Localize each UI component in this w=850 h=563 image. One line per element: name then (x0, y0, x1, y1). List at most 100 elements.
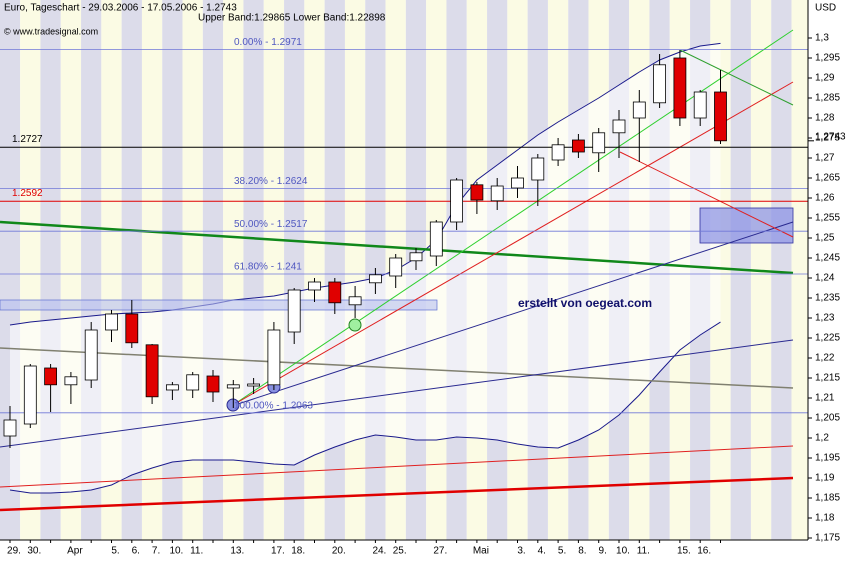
candle-body (612, 119, 626, 134)
last-price-label: 1,2743 (815, 131, 846, 142)
fib-label: 0.00% - 1.2971 (234, 37, 302, 48)
candle-body (592, 132, 606, 154)
candle-body (328, 281, 342, 304)
candle-body (368, 274, 382, 284)
trendline (679, 49, 794, 106)
fib-label: 61.80% - 1.241 (234, 262, 302, 273)
y-tick-label: 1,215 (815, 373, 840, 384)
candle-body (226, 384, 240, 389)
x-tick-label: 15. (677, 546, 691, 557)
trendline (0, 445, 794, 488)
candle-body (23, 365, 37, 425)
x-tick-label: 24. (372, 546, 386, 557)
candle-body (308, 281, 321, 291)
marker (348, 318, 362, 332)
y-tick-label: 1,2 (815, 433, 829, 444)
candle-body (511, 177, 524, 189)
x-tick-label: 3. (517, 546, 525, 557)
candle-body (450, 179, 464, 223)
candle-body (44, 367, 57, 386)
y-tick-label: 1,24 (815, 273, 835, 284)
y-tick-label: 1,225 (815, 333, 840, 344)
levels: 0.00% - 1.2971 38.20% - 1.2624 50.00% - 1.… (0, 37, 808, 414)
y-tick-label: 1,285 (815, 93, 840, 104)
y-tick-label: 1,235 (815, 293, 840, 304)
x-tick-label: 5. (111, 546, 119, 557)
trendline (0, 347, 794, 389)
y-tick-label: 1,23 (815, 313, 835, 324)
x-tick-label: 25. (393, 546, 407, 557)
x-tick-label: 16. (697, 546, 711, 557)
y-tick-label: 1,265 (815, 173, 840, 184)
x-tick-label: 10. (616, 546, 630, 557)
candle-body (84, 329, 98, 381)
candle-body (470, 184, 484, 201)
candle-body (247, 383, 261, 387)
candle-body (490, 185, 504, 202)
candle-body (165, 384, 179, 391)
candle-body (267, 329, 281, 386)
candle-body (389, 257, 403, 277)
x-tick-label: 17. (271, 546, 285, 557)
y-tick-label: 1,175 (815, 533, 840, 544)
y-axis-label: USD (815, 3, 836, 14)
candle-body (632, 101, 646, 119)
y-tick-label: 1,21 (815, 393, 835, 404)
candle-body (409, 252, 423, 262)
y-tick-label: 1,19 (815, 473, 835, 484)
y-tick-label: 1,27 (815, 153, 835, 164)
stripe (791, 0, 812, 540)
y-tick-label: 1,25 (815, 233, 835, 244)
x-tick-label: 6. (132, 546, 140, 557)
x-tick-label: 8. (578, 546, 586, 557)
x-tick-label: 29. (7, 546, 21, 557)
axis-panel (0, 540, 850, 563)
candle-body (551, 144, 565, 161)
x-tick-label: 20. (332, 546, 346, 557)
zone-box (0, 299, 438, 311)
y-tick-label: 1,22 (815, 353, 835, 364)
fib-label: 38.20% - 1.2624 (234, 176, 308, 187)
x-tick-label: 5. (558, 546, 566, 557)
candle-body (714, 91, 727, 142)
candle-body (64, 376, 78, 386)
trendline (234, 221, 794, 406)
candle-body (653, 64, 666, 104)
source: © www.tradesignal.com (4, 26, 98, 36)
candle-body (287, 289, 301, 333)
indicator-label: Upper Band:1.29865 Lower Band:1.22898 (198, 13, 386, 24)
candle-body (348, 296, 362, 306)
x-tick-label: 4. (538, 546, 546, 557)
y-tick-label: 1,245 (815, 253, 840, 264)
candle-body (186, 374, 200, 391)
x-tick-label: 13. (230, 546, 244, 557)
x-tick-label: 18. (291, 546, 305, 557)
stripe (771, 0, 792, 540)
candle-body (572, 139, 585, 153)
level-label: 1.2727 (12, 134, 43, 145)
x-tick-label: 11. (637, 546, 650, 557)
y-tick-label: 1,26 (815, 193, 835, 204)
fib-label: 100.00% - 1.2063 (234, 400, 313, 411)
x-tick-label: Mai (473, 546, 489, 557)
y-tick-label: 1,185 (815, 493, 840, 504)
stripe (324, 0, 345, 540)
candle-body (105, 313, 118, 331)
axis-panel (808, 0, 850, 563)
watermark: erstellt von oegeat.com (518, 296, 652, 310)
x-tick-label: 9. (599, 546, 607, 557)
y-tick-label: 1,18 (815, 513, 835, 524)
trendline (619, 151, 794, 238)
chart-title: Euro, Tageschart - 29.03.2006 - 17.05.20… (4, 3, 237, 14)
fib-label: 50.00% - 1.2517 (234, 219, 308, 230)
y-tick-label: 1,205 (815, 413, 840, 424)
trendline (0, 339, 794, 448)
x-tick-label: Apr (67, 546, 83, 557)
y-tick-label: 1,275 (815, 133, 840, 144)
candle-body (3, 419, 17, 437)
candle-body (673, 57, 687, 119)
x-tick-label: 11. (190, 546, 203, 557)
band-line (9, 321, 721, 494)
